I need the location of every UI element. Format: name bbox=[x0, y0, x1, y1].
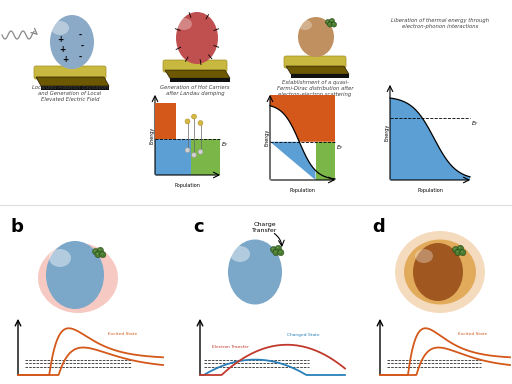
Text: Localized Plasmon Excitation
and Generation of Local
Elevated Electric Field: Localized Plasmon Excitation and Generat… bbox=[32, 85, 108, 103]
Circle shape bbox=[273, 250, 279, 256]
Text: $E_F$: $E_F$ bbox=[221, 140, 229, 149]
FancyBboxPatch shape bbox=[163, 60, 227, 72]
Ellipse shape bbox=[101, 253, 103, 254]
Text: -: - bbox=[78, 30, 81, 40]
Ellipse shape bbox=[272, 248, 273, 249]
Text: Liberation of thermal energy through
electron-phonon interactions: Liberation of thermal energy through ele… bbox=[391, 18, 489, 29]
Circle shape bbox=[455, 250, 461, 256]
Bar bbox=[315, 142, 335, 180]
Text: Energy: Energy bbox=[265, 129, 269, 146]
Ellipse shape bbox=[413, 243, 463, 301]
Text: Changed State: Changed State bbox=[287, 333, 319, 338]
Ellipse shape bbox=[331, 20, 332, 21]
Bar bbox=[191, 139, 220, 175]
Ellipse shape bbox=[97, 253, 98, 254]
Polygon shape bbox=[286, 66, 349, 74]
Ellipse shape bbox=[298, 17, 334, 57]
Bar bbox=[390, 85, 470, 180]
Text: d: d bbox=[372, 218, 385, 236]
Text: Population: Population bbox=[290, 188, 315, 193]
Circle shape bbox=[275, 245, 282, 252]
Text: $E_F$: $E_F$ bbox=[336, 143, 344, 152]
Circle shape bbox=[191, 114, 197, 119]
Ellipse shape bbox=[277, 247, 279, 248]
Polygon shape bbox=[170, 78, 230, 82]
Ellipse shape bbox=[333, 23, 334, 24]
Text: Generation of Hot Carriers
after Landau damping: Generation of Hot Carriers after Landau … bbox=[160, 85, 230, 96]
Ellipse shape bbox=[415, 249, 433, 263]
Polygon shape bbox=[270, 95, 335, 142]
Text: b: b bbox=[10, 218, 23, 236]
Text: Excited State: Excited State bbox=[458, 332, 487, 336]
Ellipse shape bbox=[50, 15, 94, 69]
Text: Excited State: Excited State bbox=[108, 332, 137, 336]
Text: -: - bbox=[78, 53, 81, 61]
Ellipse shape bbox=[228, 240, 282, 305]
Polygon shape bbox=[291, 74, 349, 78]
Ellipse shape bbox=[329, 23, 330, 24]
Text: Charge
Transfer: Charge Transfer bbox=[252, 222, 278, 233]
Bar bbox=[155, 139, 191, 175]
Circle shape bbox=[198, 149, 203, 154]
Bar bbox=[155, 103, 176, 139]
Circle shape bbox=[331, 22, 336, 27]
Text: Population: Population bbox=[417, 188, 443, 193]
Text: Energy: Energy bbox=[385, 124, 390, 141]
Circle shape bbox=[100, 252, 106, 258]
Polygon shape bbox=[165, 70, 230, 78]
Ellipse shape bbox=[298, 20, 312, 30]
Circle shape bbox=[95, 252, 101, 258]
Ellipse shape bbox=[176, 18, 192, 30]
Ellipse shape bbox=[395, 231, 485, 313]
Text: -: - bbox=[80, 41, 83, 51]
Ellipse shape bbox=[49, 249, 71, 267]
Text: +: + bbox=[59, 45, 65, 55]
Text: $E_F$: $E_F$ bbox=[471, 119, 479, 128]
Circle shape bbox=[460, 250, 466, 256]
Circle shape bbox=[191, 152, 197, 157]
Ellipse shape bbox=[327, 21, 328, 22]
Text: +: + bbox=[62, 56, 68, 65]
Text: Electron Transfer: Electron Transfer bbox=[211, 346, 248, 349]
FancyBboxPatch shape bbox=[34, 66, 106, 79]
Circle shape bbox=[453, 247, 459, 253]
Circle shape bbox=[185, 119, 190, 124]
Ellipse shape bbox=[454, 248, 456, 249]
Ellipse shape bbox=[404, 240, 476, 305]
Ellipse shape bbox=[94, 250, 96, 252]
Circle shape bbox=[326, 20, 331, 25]
Circle shape bbox=[97, 247, 103, 253]
Circle shape bbox=[198, 121, 203, 126]
Polygon shape bbox=[36, 77, 109, 86]
Ellipse shape bbox=[99, 249, 100, 250]
Text: Establishment of a quasi-
Fermi-Dirac distribution after
electron-electron scatt: Establishment of a quasi- Fermi-Dirac di… bbox=[277, 80, 353, 98]
Circle shape bbox=[327, 22, 333, 27]
Polygon shape bbox=[41, 86, 109, 90]
Text: +: + bbox=[57, 35, 63, 45]
Text: Population: Population bbox=[175, 183, 200, 188]
Bar bbox=[155, 95, 220, 175]
Ellipse shape bbox=[459, 247, 460, 248]
Circle shape bbox=[329, 18, 335, 23]
Text: Energy: Energy bbox=[150, 126, 155, 144]
Ellipse shape bbox=[230, 246, 250, 262]
Circle shape bbox=[93, 248, 99, 255]
Bar bbox=[270, 95, 335, 180]
Ellipse shape bbox=[46, 241, 104, 309]
Text: c: c bbox=[193, 218, 204, 236]
Ellipse shape bbox=[38, 243, 118, 313]
Circle shape bbox=[270, 247, 276, 253]
Polygon shape bbox=[270, 142, 315, 180]
Circle shape bbox=[185, 148, 190, 153]
FancyBboxPatch shape bbox=[284, 56, 346, 68]
Ellipse shape bbox=[176, 12, 218, 64]
Circle shape bbox=[278, 250, 284, 256]
Circle shape bbox=[457, 245, 463, 252]
Ellipse shape bbox=[51, 21, 69, 35]
